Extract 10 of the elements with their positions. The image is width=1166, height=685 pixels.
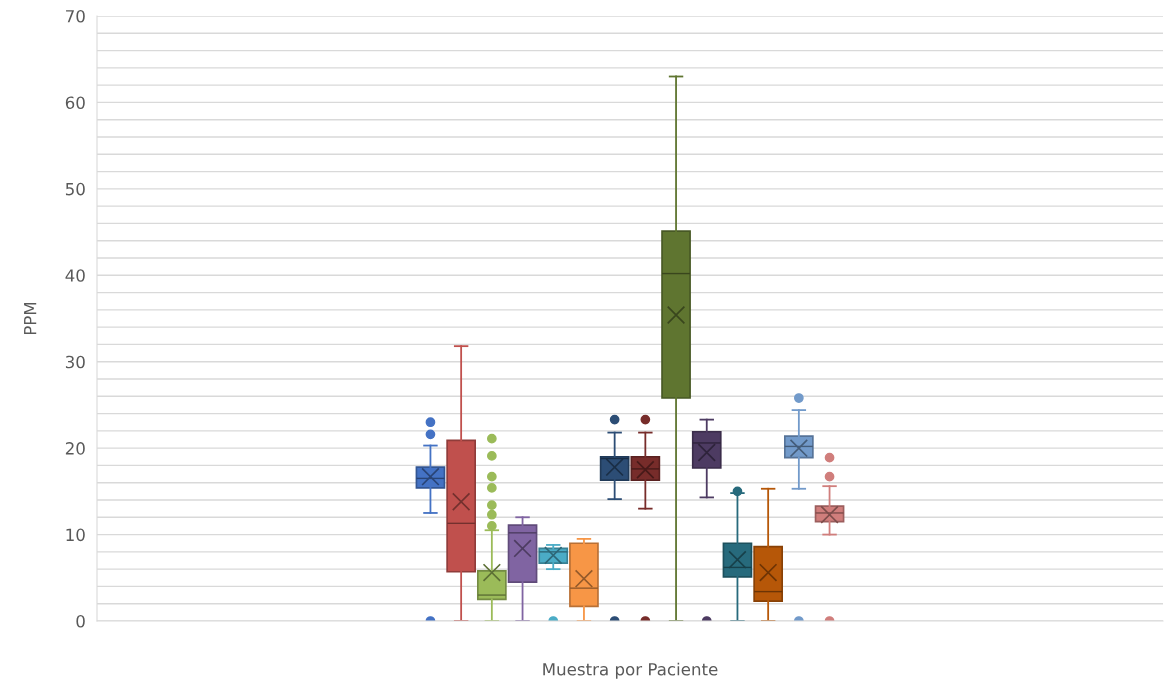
y-tick-label: 50 (65, 182, 85, 196)
y-axis-title: PPM (24, 302, 37, 335)
y-tick-label: 70 (66, 9, 85, 23)
y-tick-label: 40 (65, 269, 85, 282)
x-axis-title: Muestra por Paciente (543, 662, 718, 679)
y-tick-label: 30 (65, 355, 85, 369)
y-tick-label: 60 (65, 96, 85, 109)
y-tick-label: 20 (65, 442, 85, 455)
y-tick-label: 10 (66, 528, 85, 542)
y-tick-label: 0 (76, 614, 85, 628)
